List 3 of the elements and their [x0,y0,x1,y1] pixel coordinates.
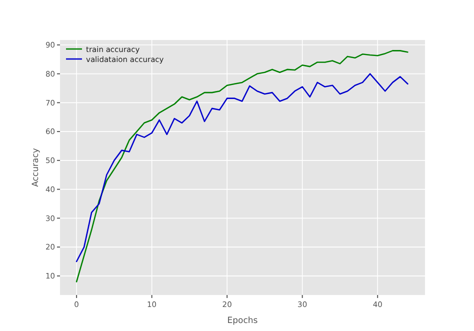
line-series [76,73,408,262]
y-axis-title: Accuracy [31,148,41,187]
x-axis-title: Epochs [227,316,258,326]
